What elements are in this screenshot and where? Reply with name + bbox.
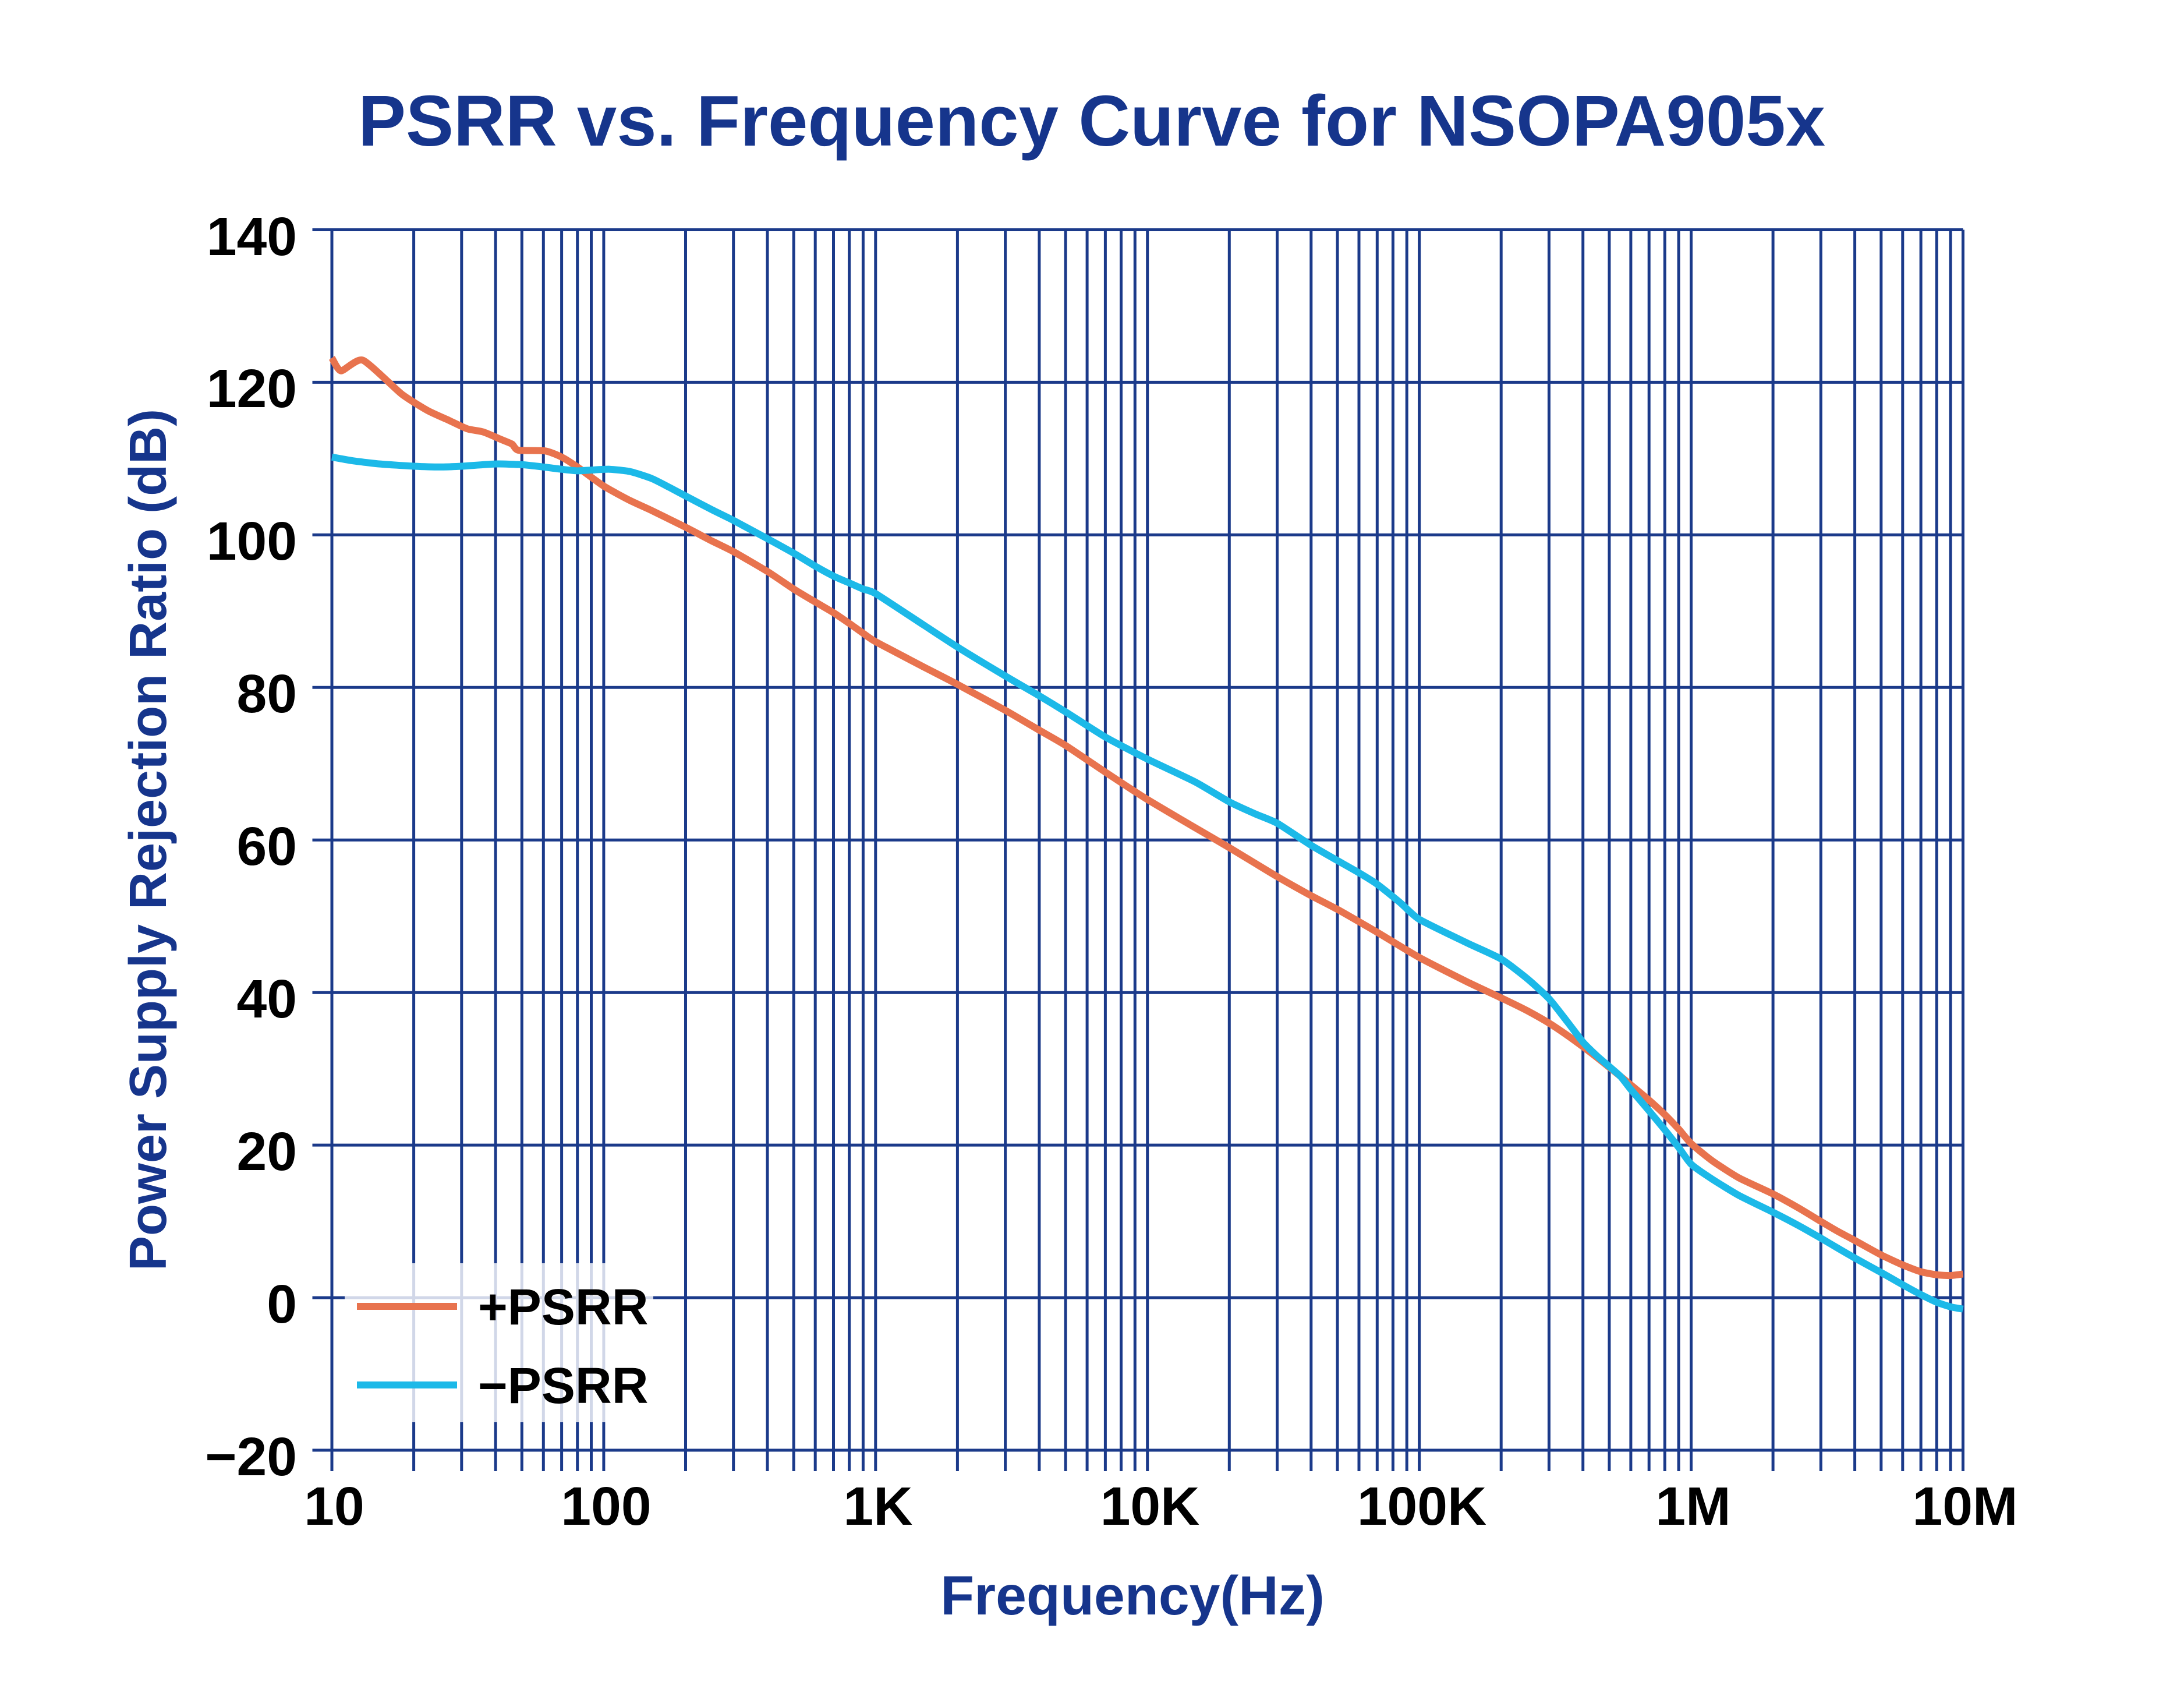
svg-text:−PSRR: −PSRR — [478, 1358, 649, 1414]
svg-text:80: 80 — [237, 663, 297, 724]
svg-text:100: 100 — [561, 1476, 651, 1536]
svg-text:20: 20 — [237, 1121, 297, 1182]
svg-text:10K: 10K — [1100, 1476, 1200, 1536]
svg-text:140: 140 — [207, 206, 297, 267]
svg-text:Frequency(Hz): Frequency(Hz) — [940, 1565, 1325, 1627]
svg-text:40: 40 — [237, 969, 297, 1029]
svg-text:120: 120 — [207, 358, 297, 419]
svg-text:1K: 1K — [844, 1476, 913, 1536]
svg-text:60: 60 — [237, 816, 297, 877]
svg-text:Power Supply Rejection Ratio (: Power Supply Rejection Ratio (dB) — [119, 409, 178, 1271]
svg-text:10: 10 — [304, 1476, 364, 1536]
svg-text:1M: 1M — [1655, 1476, 1730, 1536]
svg-text:−20: −20 — [205, 1426, 297, 1487]
svg-text:100K: 100K — [1357, 1476, 1486, 1536]
svg-text:10M: 10M — [1913, 1476, 2018, 1536]
svg-text:100: 100 — [207, 511, 297, 571]
svg-text:PSRR vs. Frequency Curve for N: PSRR vs. Frequency Curve for NSOPA905x — [358, 82, 1825, 161]
svg-text:+PSRR: +PSRR — [478, 1279, 649, 1335]
svg-text:0: 0 — [267, 1274, 297, 1334]
